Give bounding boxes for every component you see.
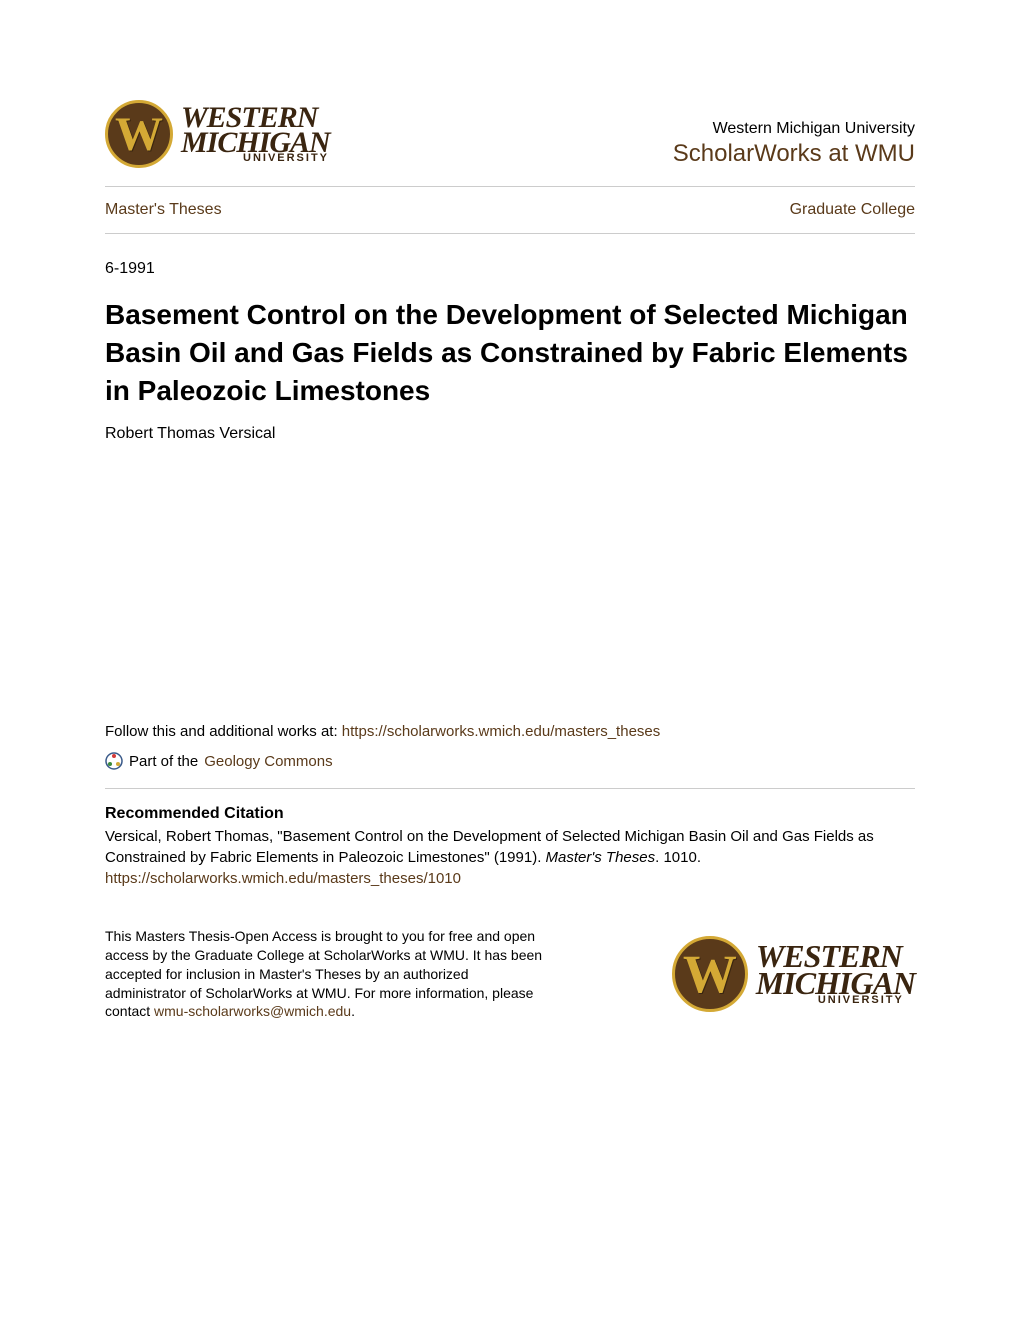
breadcrumb-row: Master's Theses Graduate College [105, 187, 915, 233]
footer-logo-w-letter: W [683, 943, 737, 1005]
wmu-logo: W WESTERN MICHIGAN UNIVERSITY [105, 100, 330, 168]
citation-part2: . 1010. [655, 849, 701, 866]
logo-w-circle: W [105, 100, 173, 168]
divider-citation [105, 788, 915, 789]
divider-bottom [105, 233, 915, 234]
citation-heading: Recommended Citation [105, 805, 915, 823]
follow-prefix: Follow this and additional works at: [105, 723, 342, 740]
citation-url-link[interactable]: https://scholarworks.wmich.edu/masters_t… [105, 870, 915, 887]
publication-date: 6-1991 [105, 260, 915, 278]
logo-text-block: WESTERN MICHIGAN UNIVERSITY [181, 105, 330, 163]
logo-w-letter: W [115, 107, 163, 162]
contact-email-link[interactable]: wmu-scholarworks@wmich.edu [154, 1003, 351, 1019]
citation-series-italic: Master's Theses [546, 849, 656, 866]
footer-logo-text-block: WESTERN MICHIGAN UNIVERSITY [756, 943, 915, 1005]
network-icon [105, 752, 123, 770]
header-right: Western Michigan University ScholarWorks… [673, 120, 915, 168]
citation-part1: Versical, Robert Thomas, "Basement Contr… [105, 828, 874, 865]
repository-name-link[interactable]: ScholarWorks at WMU [673, 140, 915, 168]
access-text-part2: . [351, 1003, 355, 1019]
footer-wmu-logo: W WESTERN MICHIGAN UNIVERSITY [672, 936, 915, 1012]
header-row: W WESTERN MICHIGAN UNIVERSITY Western Mi… [105, 100, 915, 168]
commons-link[interactable]: Geology Commons [204, 753, 332, 770]
footer-logo-line3: UNIVERSITY [818, 996, 915, 1005]
footer-logo-w-circle: W [672, 936, 748, 1012]
citation-text: Versical, Robert Thomas, "Basement Contr… [105, 827, 915, 868]
document-title: Basement Control on the Development of S… [105, 296, 915, 409]
logo-line3: UNIVERSITY [243, 154, 330, 163]
part-of-row: Part of the Geology Commons [105, 752, 915, 770]
follow-works-link[interactable]: https://scholarworks.wmich.edu/masters_t… [342, 723, 660, 740]
breadcrumb-collection-link[interactable]: Master's Theses [105, 201, 222, 219]
footer-row: This Masters Thesis-Open Access is broug… [105, 927, 915, 1021]
part-of-prefix: Part of the [129, 753, 198, 770]
access-statement: This Masters Thesis-Open Access is broug… [105, 927, 545, 1021]
university-name: Western Michigan University [673, 120, 915, 138]
follow-works-line: Follow this and additional works at: htt… [105, 723, 915, 740]
breadcrumb-college-link[interactable]: Graduate College [790, 201, 915, 219]
author-name: Robert Thomas Versical [105, 425, 915, 443]
